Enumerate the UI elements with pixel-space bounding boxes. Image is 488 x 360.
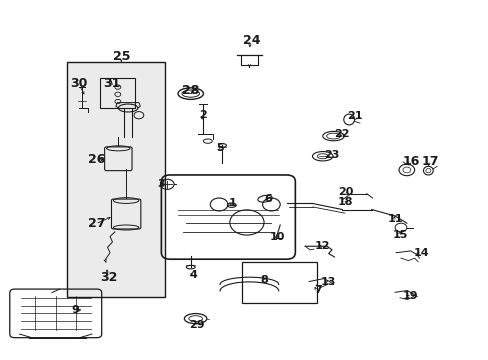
Text: 14: 14 [413,248,428,258]
Text: 2: 2 [199,110,206,120]
Text: 3: 3 [157,179,165,189]
Text: 12: 12 [314,240,330,251]
Text: 18: 18 [337,197,352,207]
Bar [100,78,135,108]
Text: 29: 29 [188,320,204,330]
Text: 30: 30 [70,77,88,90]
Text: 11: 11 [386,214,402,224]
Bar [242,262,316,303]
Text: 24: 24 [243,34,260,47]
Text: 20: 20 [338,186,353,197]
Text: 22: 22 [334,129,349,139]
Text: 32: 32 [100,271,117,284]
Text: 6: 6 [264,194,271,204]
Text: 5: 5 [216,143,224,153]
Text: 27: 27 [88,217,105,230]
Text: 28: 28 [182,84,199,97]
Text: 16: 16 [401,155,419,168]
Text: 15: 15 [391,230,407,240]
Text: 19: 19 [402,291,418,301]
Text: 7: 7 [313,285,321,295]
Text: 10: 10 [269,232,285,242]
Text: 31: 31 [102,77,120,90]
Text: 23: 23 [323,150,339,160]
Text: 1: 1 [228,198,236,208]
Text: 9: 9 [72,305,80,315]
Text: 21: 21 [346,111,362,121]
Text: 13: 13 [320,276,336,287]
Bar [67,62,165,297]
Text: 25: 25 [112,50,130,63]
Text: 4: 4 [189,270,197,280]
Text: 17: 17 [421,155,438,168]
Text: 8: 8 [260,275,267,285]
Text: 26: 26 [88,153,105,166]
